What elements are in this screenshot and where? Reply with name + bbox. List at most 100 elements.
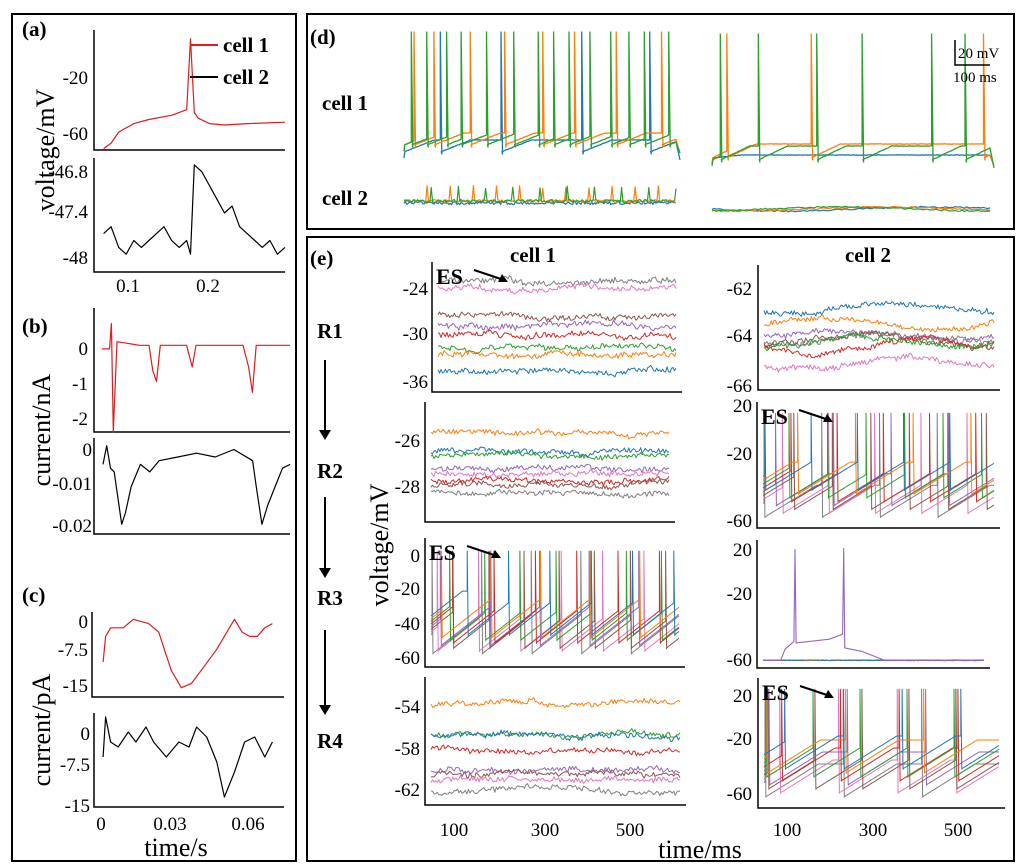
panel-e-r4-cell1-axes: [424, 677, 686, 806]
panel-e-ytick: 20: [733, 686, 752, 707]
panel-e-trace-purple: [430, 463, 670, 474]
panel-e-trace-brown: [763, 688, 1000, 790]
panel-e-xtick: 500: [616, 820, 645, 841]
panel-c-xtick: 0.03: [153, 814, 186, 835]
panel-e-ytick: 20: [733, 396, 752, 417]
panel-e-trace-orange: [763, 688, 999, 774]
panel-e-ytick: -62: [727, 279, 752, 300]
panel-e-ylabel: voltage/mV: [365, 483, 394, 606]
panel-e-row-r3: R3: [317, 586, 343, 610]
panel-e-trace-gray: [437, 275, 677, 287]
panel-a-bottom-ytick: -48: [63, 248, 88, 269]
panel-e-ytick: -64: [727, 326, 753, 347]
panel-e-ytick: -20: [727, 729, 752, 750]
es-arrow-shaft: [798, 409, 830, 421]
panel-e-trace-gray: [430, 783, 681, 797]
panel-c-top-ytick: 0: [79, 612, 89, 633]
panel-e-ytick: 20: [733, 540, 752, 561]
panel-b-ylabel: current/nA: [27, 373, 56, 486]
panel-e-ytick: -30: [403, 324, 428, 345]
panel-e-trace-pink: [437, 282, 677, 295]
panel-c-bottom-ytick: -15: [65, 796, 90, 817]
panel-e-trace-pink: [430, 774, 680, 784]
panel-c-ylabel: current/pA: [27, 673, 56, 786]
panel-d-right-cell1-orange: [711, 33, 995, 167]
panel-d-right-cell2-green: [711, 205, 991, 213]
panel-a-cell2-line: [103, 164, 286, 255]
panel-a-top-ytick: -60: [63, 124, 88, 145]
panel-e-trace-orange: [763, 314, 995, 333]
legend-cell1-label: cell 1: [223, 33, 269, 57]
panel-e-trace-red: [430, 550, 680, 644]
panel-e-xtick: 100: [440, 820, 469, 841]
panel-e-xtick: 100: [773, 820, 802, 841]
panel-c-cell2-line: [102, 716, 273, 798]
scale-bar: [954, 40, 990, 66]
panel-e-col-cell1: cell 1: [510, 243, 556, 267]
panel-e-trace-red: [437, 329, 677, 341]
panel-left-frame: [11, 13, 297, 862]
panel-c-bottom-ytick: 0: [81, 724, 91, 745]
panel-a-bottom-axes: [93, 158, 285, 273]
scale-bar-voltage-label: 20 mV: [958, 46, 999, 62]
panel-b-bottom-axes: [93, 438, 290, 535]
panel-e-ytick: -60: [727, 511, 752, 532]
panel-e-r3-cell1-axes: [424, 538, 685, 668]
panel-a-xtick: 0.1: [116, 276, 140, 297]
panel-e-r1-cell2-axes: [757, 265, 1000, 391]
legend-cell2-label: cell 2: [223, 65, 269, 89]
panel-e-trace-brown: [763, 330, 995, 352]
panel-d-frame: [306, 13, 1015, 230]
panel-c-xlabel: time/s: [144, 833, 208, 862]
panel-e-ytick: -40: [395, 614, 420, 635]
panel-b-bottom-ytick: 0: [83, 440, 93, 461]
panel-b-cell2-line: [102, 445, 291, 525]
panel-e-trace-green: [763, 688, 1000, 778]
panel-e-trace-gray: [763, 330, 995, 347]
panel-e-trace-red: [430, 744, 681, 757]
panel-e-trace-orange: [430, 697, 681, 709]
panel-e-row-r4: R4: [317, 729, 343, 753]
panel-a-bottom-ytick: -47.4: [48, 202, 88, 223]
panel-e-trace-pink: [763, 352, 995, 373]
panel-b-bottom-ytick: -0.02: [52, 516, 92, 537]
panel-e-trace-brown: [430, 478, 670, 491]
panel-e-label: (e): [310, 246, 333, 270]
panel-d-left-cell2-green: [403, 185, 677, 204]
panel-e-ytick: -20: [727, 444, 752, 465]
panel-c-top-ytick: -15: [63, 676, 88, 697]
panel-c-cell1-line: [102, 618, 273, 689]
panel-e-ytick: -20: [395, 579, 420, 600]
panel-e-r3-cell2-axes: [756, 540, 990, 669]
panel-e-trace-blue: [430, 729, 681, 742]
panel-e-trace-orange: [430, 550, 680, 639]
panel-e-ytick: -60: [727, 784, 752, 805]
panel-e-trace-orange: [437, 349, 677, 360]
panel-d-row-cell2: cell 2: [322, 186, 368, 210]
panel-a-xtick: 0.2: [196, 276, 220, 297]
panel-e-frame: [306, 236, 1015, 862]
panel-e-trace-blue: [762, 412, 995, 491]
panel-b-label: (b): [22, 314, 48, 338]
panel-b-top-ytick: -2: [72, 409, 88, 430]
panel-b-cell1-line: [102, 323, 290, 433]
panel-e-r1-cell1-axes: [431, 262, 682, 393]
panel-b-top-ytick: -1: [72, 374, 88, 395]
panel-b-top-axes: [93, 308, 290, 433]
panel-e-trace-green: [437, 342, 677, 355]
panel-e-trace-green: [763, 331, 995, 352]
row-arrow-head: [319, 568, 331, 578]
es-arrow-shaft: [799, 685, 831, 697]
panel-e-trace-red: [430, 475, 670, 487]
panel-e-trace-brown: [430, 550, 680, 650]
panel-e-trace-blue: [430, 550, 680, 636]
panel-e-trace-gray: [431, 488, 670, 499]
es-arrow-head: [491, 550, 501, 558]
panel-d-left-cell2-orange: [404, 185, 677, 204]
row-arrow-head: [319, 430, 331, 440]
panel-e-trace-blue: [430, 446, 670, 458]
es-arrow-shaft: [466, 545, 498, 557]
panel-e-trace-brown: [437, 310, 677, 322]
panel-e-xtick: 300: [859, 820, 888, 841]
